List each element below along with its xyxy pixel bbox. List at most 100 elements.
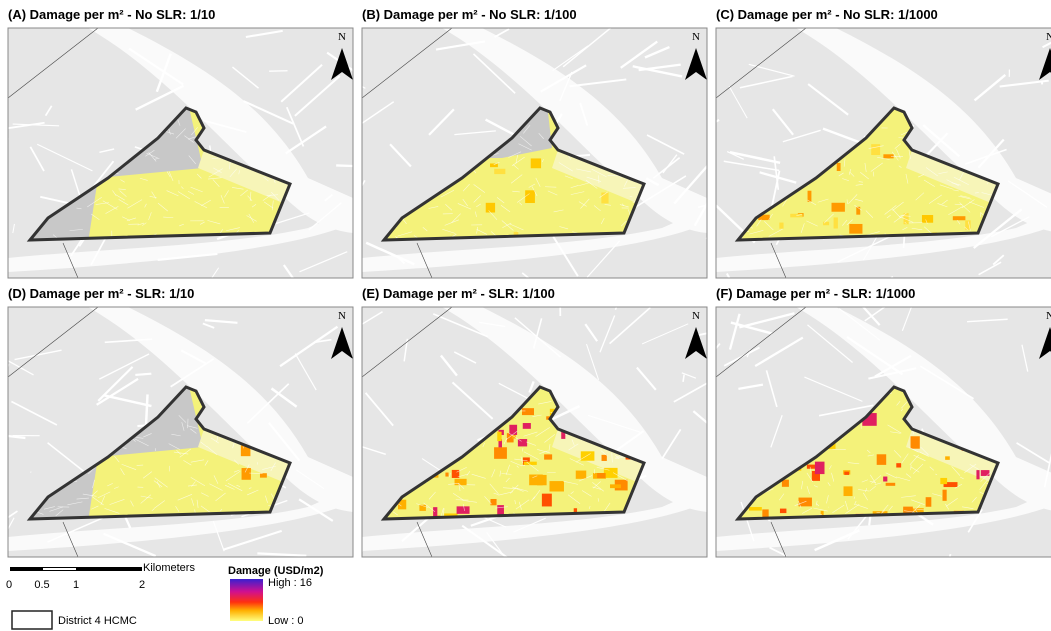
street — [896, 400, 901, 406]
damage-patch — [781, 479, 789, 487]
road — [738, 383, 764, 391]
road — [632, 65, 683, 78]
road — [972, 208, 1023, 249]
street — [816, 503, 820, 507]
damage-patch — [903, 213, 909, 225]
damage-patch — [965, 220, 971, 230]
street — [909, 454, 919, 466]
road — [692, 410, 707, 425]
damage-patch — [511, 433, 516, 439]
damage-patch — [758, 214, 770, 221]
damage-patch — [561, 429, 566, 439]
street — [969, 201, 984, 208]
street — [937, 203, 948, 208]
road — [681, 372, 697, 379]
panel-title: (F) Damage per m² - SLR: 1/1000 — [716, 286, 915, 301]
street — [213, 167, 222, 173]
road — [822, 127, 862, 145]
street — [397, 231, 413, 237]
street — [823, 213, 834, 224]
street — [935, 473, 938, 475]
road — [1016, 442, 1050, 464]
map-panel: N — [715, 27, 1051, 279]
street — [505, 477, 510, 483]
street — [508, 432, 522, 442]
street — [428, 206, 439, 209]
road — [451, 381, 494, 420]
street — [76, 497, 89, 500]
panel-frame — [361, 27, 708, 279]
street — [190, 477, 206, 487]
damage-patch — [910, 508, 924, 515]
street — [523, 124, 531, 134]
street — [954, 203, 962, 206]
street — [55, 509, 64, 517]
road — [552, 236, 579, 277]
street — [220, 508, 223, 512]
street — [130, 500, 134, 507]
damage-patch — [779, 508, 787, 514]
street — [126, 217, 137, 222]
street — [807, 199, 817, 206]
street — [509, 484, 519, 494]
street — [796, 214, 803, 217]
road — [432, 313, 489, 338]
street — [806, 220, 818, 227]
road — [62, 521, 79, 557]
damage-patch — [541, 493, 552, 507]
street — [201, 199, 211, 206]
damage-patch — [942, 489, 947, 501]
street — [958, 195, 972, 200]
street — [164, 130, 175, 135]
damage-patch — [940, 477, 948, 485]
street — [953, 189, 959, 192]
road — [29, 146, 45, 172]
damage-patch — [925, 497, 932, 507]
road — [362, 311, 383, 326]
road — [641, 323, 689, 345]
street — [918, 174, 925, 178]
road — [771, 108, 794, 136]
street — [869, 480, 877, 484]
street — [502, 222, 512, 229]
road — [726, 151, 745, 160]
road — [170, 358, 215, 388]
street — [234, 459, 239, 465]
road — [559, 307, 562, 317]
street — [864, 162, 867, 173]
street — [537, 449, 551, 454]
road — [202, 322, 215, 329]
street — [215, 492, 226, 502]
road — [8, 32, 9, 34]
river — [362, 208, 707, 272]
street — [813, 485, 818, 488]
street — [173, 451, 189, 455]
road — [964, 148, 1007, 165]
road — [992, 254, 1005, 266]
street — [248, 487, 252, 489]
street — [523, 451, 539, 460]
road — [204, 319, 238, 324]
district-boundary — [734, 385, 1000, 521]
street — [827, 482, 831, 487]
street — [177, 191, 191, 200]
street — [196, 173, 202, 179]
street — [964, 463, 977, 474]
damage-patch — [529, 474, 543, 486]
street — [539, 450, 549, 454]
street — [517, 193, 530, 203]
road — [8, 517, 15, 531]
road — [416, 521, 433, 557]
damage-patch — [523, 461, 537, 465]
road — [864, 307, 886, 322]
damage-patch — [836, 162, 841, 171]
road — [296, 469, 325, 489]
damage-patch — [952, 216, 966, 221]
street — [925, 167, 938, 177]
street — [844, 500, 849, 511]
street — [954, 483, 963, 489]
street — [220, 194, 225, 204]
damage-patch — [903, 506, 913, 518]
street — [535, 177, 541, 187]
road — [967, 508, 983, 533]
